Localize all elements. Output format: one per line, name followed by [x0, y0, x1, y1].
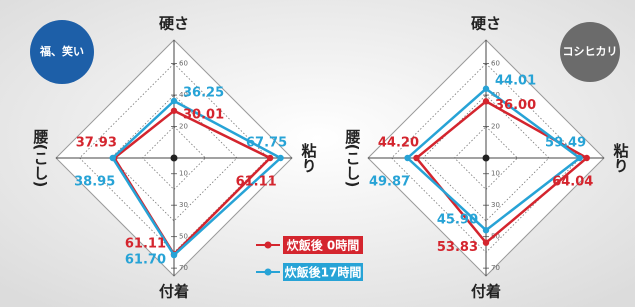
badge-label: コシヒカリ: [563, 45, 618, 58]
data-point: [110, 155, 116, 161]
value-label: 30.01: [183, 107, 224, 122]
tick-label: 60: [179, 60, 188, 68]
value-label: 49.87: [369, 175, 410, 190]
value-label: 45.90: [437, 213, 478, 228]
tick-label: 30: [491, 201, 500, 209]
data-point: [483, 98, 489, 104]
data-point: [277, 155, 283, 161]
tick-label: 60: [491, 60, 500, 68]
data-point: [584, 155, 590, 161]
tick-label: 20: [491, 123, 500, 131]
value-label: 53.83: [437, 240, 478, 255]
data-point: [171, 252, 177, 258]
center-dot: [171, 155, 178, 162]
tick-label: 30: [179, 201, 188, 209]
value-label: 36.25: [183, 85, 224, 100]
value-label: 64.04: [552, 175, 593, 190]
legend-label: 炊飯後17時間: [285, 265, 362, 280]
value-label: 44.20: [378, 136, 419, 151]
axis-label: 硬さ: [471, 15, 501, 33]
value-label: 37.93: [76, 136, 117, 151]
axis-label: 粘り: [612, 142, 630, 173]
value-label: 61.11: [236, 175, 277, 190]
data-point: [171, 98, 177, 104]
data-point: [267, 155, 273, 161]
legend-dot: [265, 242, 272, 249]
data-point: [483, 86, 489, 92]
value-label: 61.70: [125, 253, 166, 268]
data-point: [483, 239, 489, 245]
tick-label: 20: [179, 123, 188, 131]
badge-label: 福、笑い: [39, 44, 84, 58]
axis-label: 硬さ: [159, 15, 189, 33]
legend-label: 炊飯後 0時間: [287, 238, 360, 253]
value-label: 59.49: [545, 136, 586, 151]
value-label: 44.01: [495, 73, 536, 88]
value-label: 36.00: [495, 98, 536, 113]
value-label: 67.75: [246, 136, 287, 151]
chart: 10203040506070硬さ粘り付着腰(こし)30.0161.1161.11…: [0, 0, 635, 307]
data-point: [576, 155, 582, 161]
data-point: [413, 155, 419, 161]
axis-label: 付着: [159, 283, 189, 301]
tick-label: 70: [491, 264, 500, 272]
axis-label: 腰(こし): [32, 129, 50, 188]
data-point: [483, 227, 489, 233]
center-dot: [483, 155, 490, 162]
data-point: [404, 155, 410, 161]
value-label: 61.11: [125, 237, 166, 252]
legend-dot: [265, 269, 272, 276]
value-label: 38.95: [74, 175, 115, 190]
axis-label: 粘り: [300, 142, 318, 173]
tick-label: 70: [179, 264, 188, 272]
axis-label: 付着: [471, 283, 501, 301]
data-point: [171, 108, 177, 114]
axis-label: 腰(こし): [344, 129, 362, 188]
